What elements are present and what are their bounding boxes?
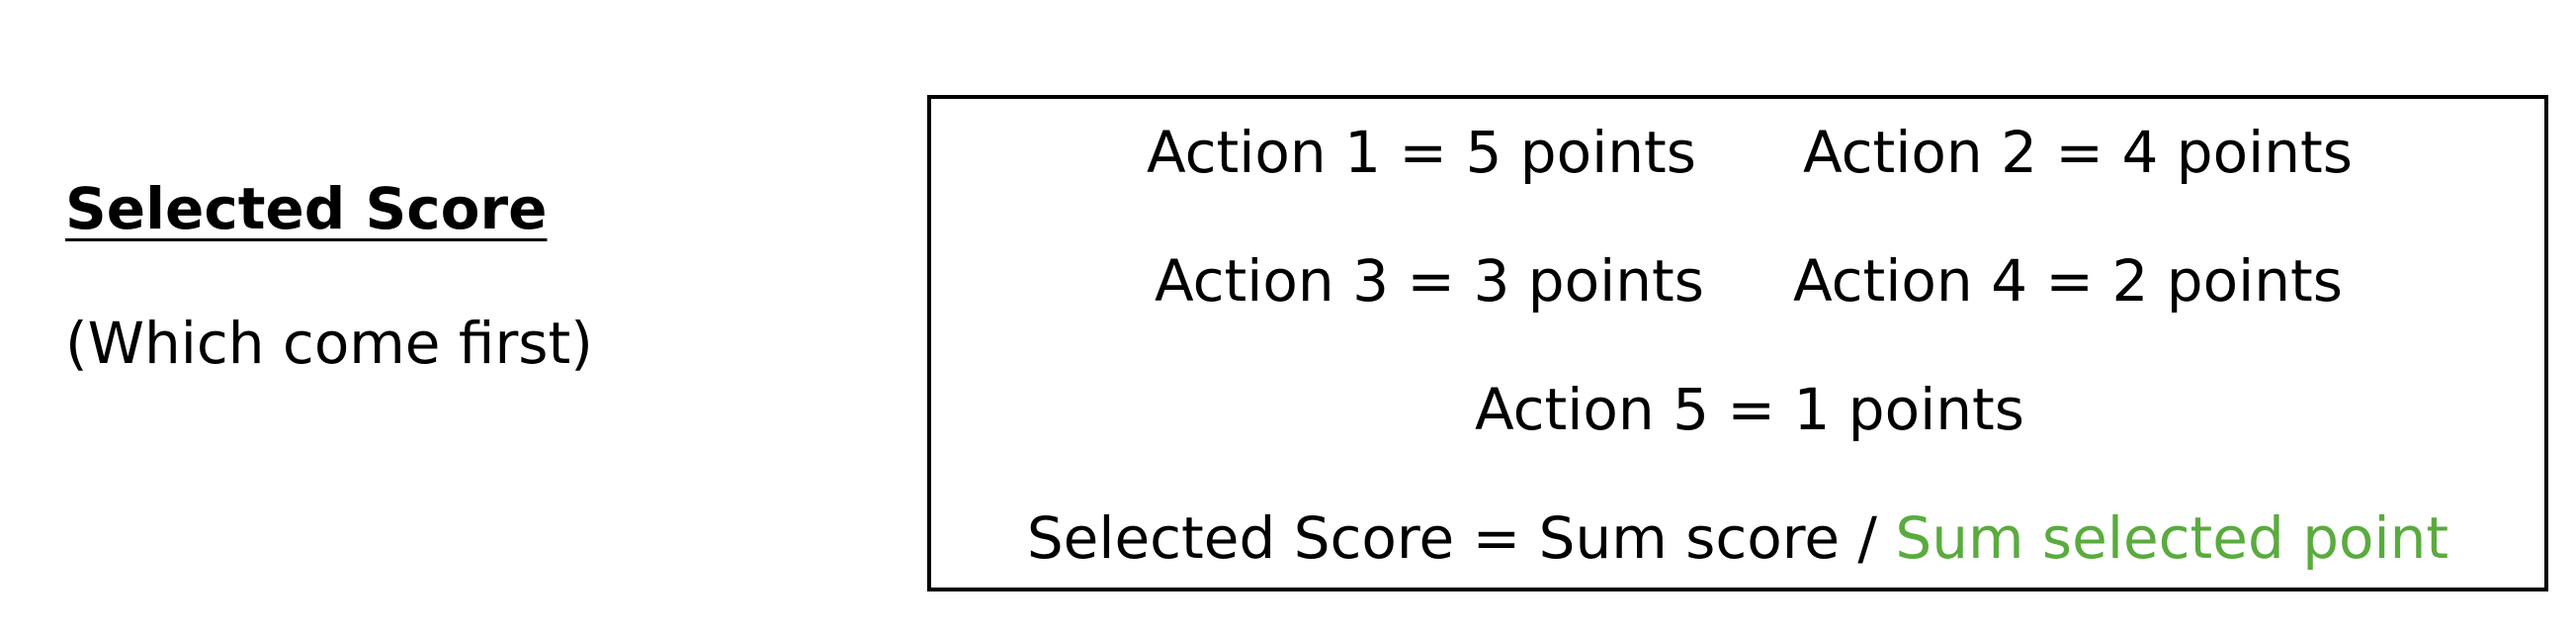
action-rule-4: Action 4 = 2 points	[1793, 247, 2343, 315]
formula-prefix: Selected Score = Sum score /	[1026, 504, 1896, 572]
action-rule-5: Action 5 = 1 points	[1475, 376, 2024, 443]
score-rules-box: Action 1 = 5 points Action 2 = 4 points …	[927, 95, 2548, 591]
section-title: Selected Score	[65, 175, 548, 242]
action-rule-1: Action 1 = 5 points	[1147, 119, 1696, 186]
score-formula: Selected Score = Sum score / Sum selecte…	[931, 509, 2544, 567]
formula-highlight: Sum selected point	[1895, 504, 2449, 572]
section-subtitle: (Which come first)	[65, 310, 593, 377]
action-rule-3: Action 3 = 3 points	[1155, 247, 1704, 315]
action-rule-2: Action 2 = 4 points	[1803, 119, 2353, 186]
